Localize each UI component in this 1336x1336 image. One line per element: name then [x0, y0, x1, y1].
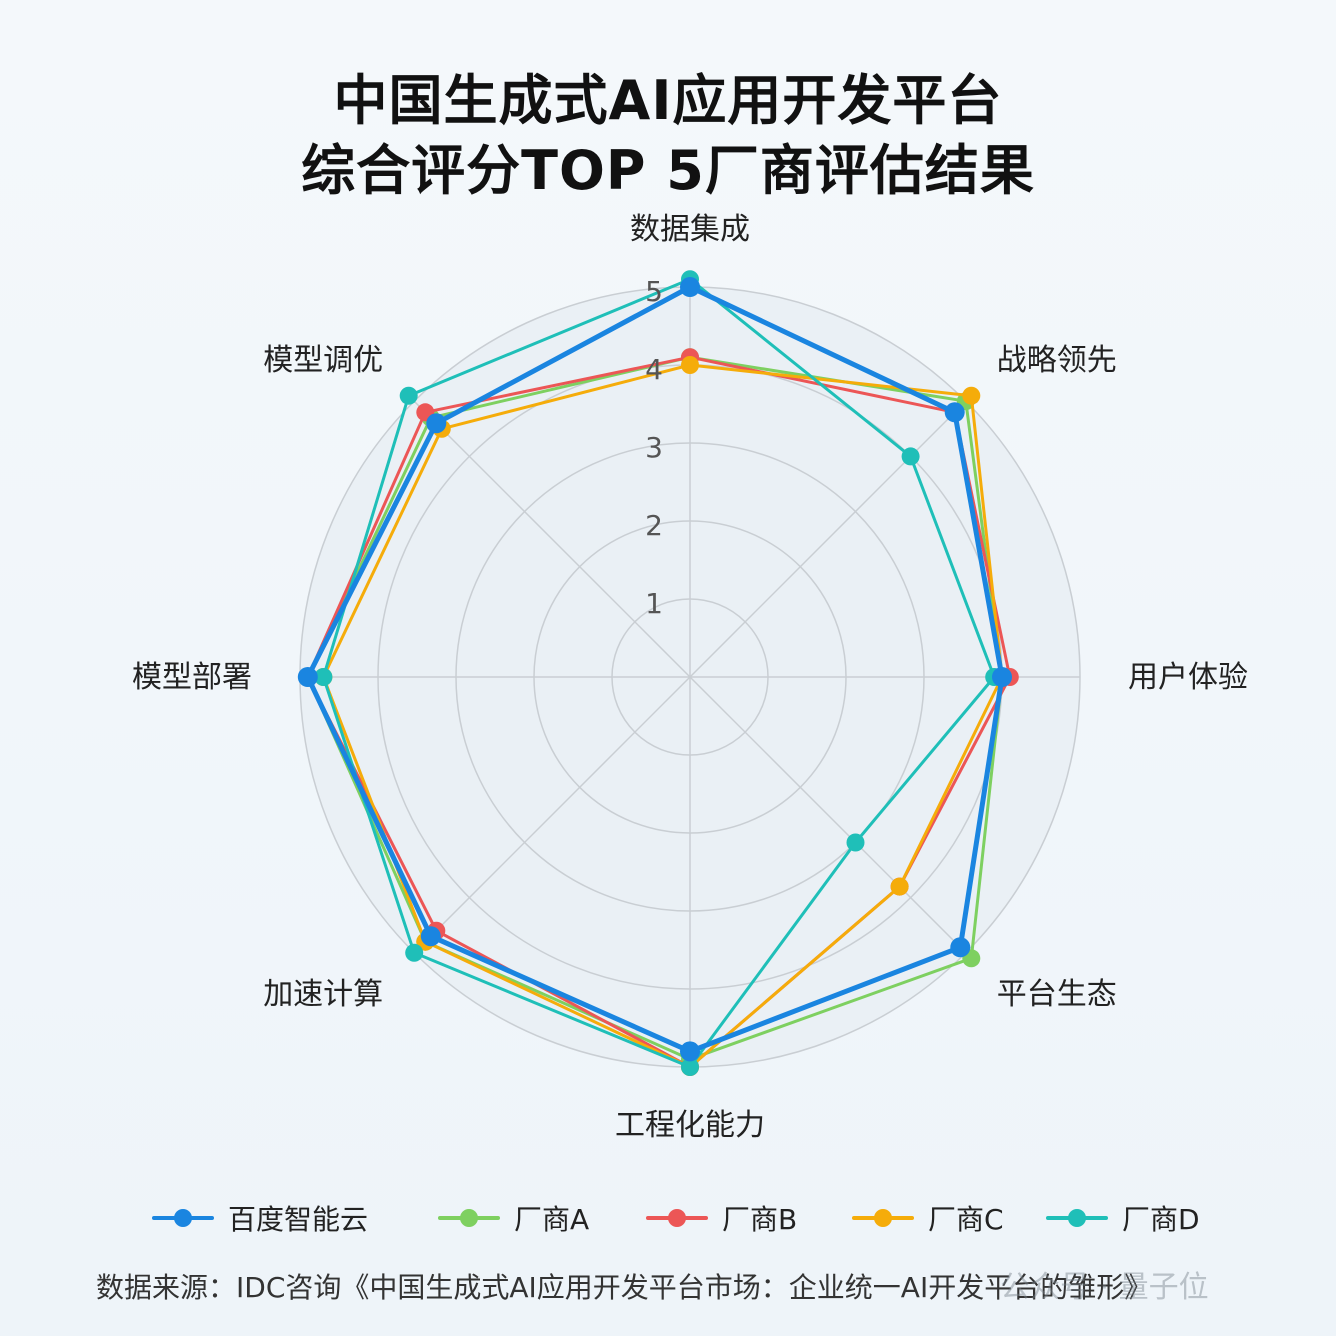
axis-label: 用户体验	[1128, 660, 1248, 695]
grid-spoke	[413, 400, 691, 678]
chart-title-line1: 中国生成式AI应用开发平台	[333, 69, 1003, 132]
legend-item: 百度智能云	[152, 1196, 368, 1240]
tick-label: 4	[645, 353, 663, 386]
tick-label: 5	[645, 275, 663, 308]
tick-label: 3	[645, 431, 663, 464]
legend-swatch	[1046, 1196, 1108, 1240]
legend-label: 百度智能云	[228, 1203, 369, 1236]
legend-item: 厂商D	[1046, 1196, 1200, 1240]
data-point	[297, 667, 318, 687]
data-point	[680, 277, 700, 297]
legend-swatch	[438, 1196, 500, 1240]
legend-swatch	[646, 1196, 708, 1240]
data-point	[890, 877, 909, 896]
data-point	[405, 943, 424, 962]
radar-series	[297, 270, 1019, 1076]
legend-label: 厂商B	[722, 1203, 798, 1236]
axis-label: 模型调优	[263, 343, 383, 378]
data-point	[681, 1058, 699, 1076]
data-point	[680, 1041, 700, 1062]
legend-item: 厂商A	[438, 1196, 589, 1240]
axis-label: 战略领先	[997, 343, 1117, 378]
axis-label: 模型部署	[132, 660, 252, 695]
axis-label: 平台生态	[997, 977, 1117, 1012]
legend-swatch	[852, 1196, 914, 1240]
data-point	[314, 668, 333, 686]
axis-label: 加速计算	[263, 977, 383, 1012]
legend-item: 厂商C	[852, 1196, 1004, 1240]
data-point	[420, 926, 441, 947]
axis-label: 数据集成	[630, 212, 750, 247]
data-point	[901, 447, 920, 466]
data-point	[944, 402, 965, 423]
legend-label: 厂商C	[928, 1203, 1004, 1236]
legend-swatch	[152, 1196, 214, 1240]
tick-label: 1	[645, 587, 663, 620]
data-point	[992, 667, 1012, 687]
data-point	[399, 386, 418, 405]
source-note: 数据来源：IDC咨询《中国生成式AI应用开发平台市场：企业统一AI开发平台的雏形…	[96, 1271, 1153, 1304]
series-5	[314, 270, 1004, 1076]
watermark: 公众号 · 量子位	[1000, 1270, 1209, 1305]
tick-label: 2	[645, 509, 663, 542]
grid-spoke	[413, 676, 691, 954]
axis-label: 工程化能力	[615, 1108, 765, 1143]
legend-item: 厂商B	[646, 1196, 797, 1240]
grid-spoke	[689, 676, 967, 954]
series-1	[297, 277, 1012, 1062]
data-point	[681, 356, 699, 374]
grid-spoke	[689, 400, 967, 678]
chart-legend: 百度智能云 厂商A 厂商B 厂商C 厂商D	[0, 1196, 1336, 1240]
legend-label: 厂商D	[1122, 1203, 1200, 1236]
data-point	[426, 413, 447, 434]
chart-title-line2: 综合评分TOP 5厂商评估结果	[301, 139, 1035, 202]
data-point	[962, 386, 981, 405]
data-point	[950, 937, 971, 958]
legend-label: 厂商A	[514, 1203, 590, 1236]
data-point	[846, 833, 865, 852]
